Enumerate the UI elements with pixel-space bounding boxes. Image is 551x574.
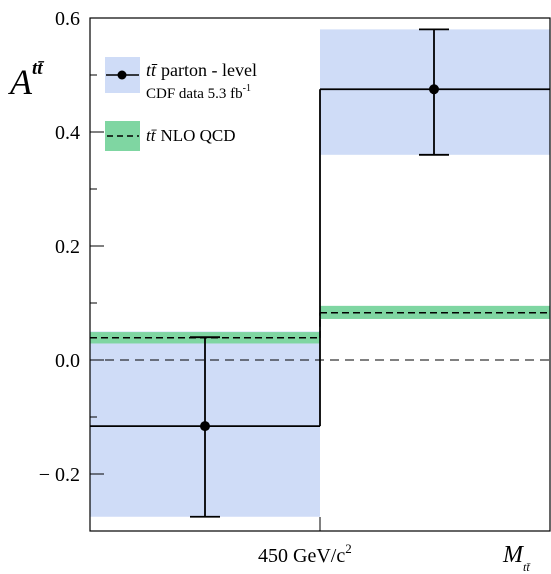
x-edge-label-text: 450 GeV/c: [258, 545, 345, 567]
x-axis-label: Mtt̄: [502, 542, 531, 574]
legend-nlo-label: tt̄ NLO QCD: [146, 126, 236, 145]
x-axis-label-main: M: [502, 542, 525, 568]
y-tick-label-4: 0.6: [55, 8, 80, 30]
legend-data-sub: CDF data 5.3 fb: [146, 86, 243, 102]
legend: tt̄ parton - level CDF data 5.3 fb-1 tt̄ N…: [105, 57, 257, 151]
y-axis-label-sup: tt̄: [32, 58, 45, 79]
legend-data-prefix: tt̄: [146, 60, 158, 80]
data-point-0: [200, 421, 210, 432]
y-tick-label-2: 0.2: [55, 236, 80, 258]
y-tick-label-1: 0.0: [55, 350, 80, 372]
legend-data-sup: -1: [243, 83, 251, 94]
data-point-1: [429, 84, 439, 95]
legend-nlo-prefix: tt̄: [146, 126, 158, 145]
x-edge-label-sup: 2: [345, 541, 352, 556]
legend-nlo-main: NLO QCD: [160, 126, 235, 145]
y-tick-label-0: − 0.2: [39, 464, 80, 486]
y-axis-label-main: A: [8, 62, 33, 102]
x-edge-label: 450 GeV/c2: [258, 541, 352, 567]
legend-data-marker: [117, 70, 127, 80]
y-axis-label: Att̄: [8, 58, 45, 102]
cdf-data-series: [90, 28, 550, 518]
legend-data-label-line2: CDF data 5.3 fb-1: [146, 83, 251, 102]
legend-data-main: parton - level: [161, 60, 257, 80]
y-tick-label-3: 0.4: [55, 122, 80, 144]
legend-data-label-line1: tt̄ parton - level: [146, 60, 257, 80]
x-axis-label-sub: tt̄: [523, 560, 531, 574]
